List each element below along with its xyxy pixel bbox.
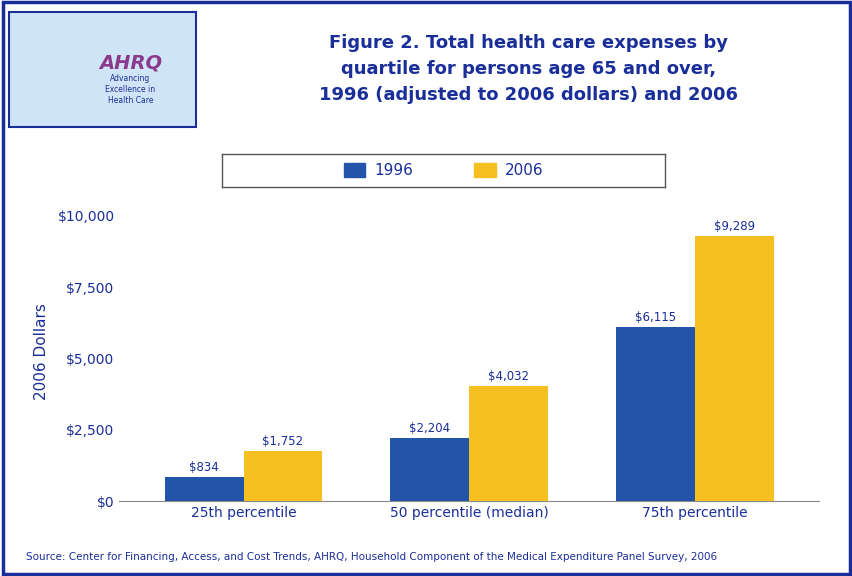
Y-axis label: 2006 Dollars: 2006 Dollars [34,303,49,400]
Text: $2,204: $2,204 [409,422,450,435]
Text: $4,032: $4,032 [487,370,528,383]
Legend: 1996, 2006: 1996, 2006 [337,157,549,184]
Bar [164,478,243,501]
Text: $9,289: $9,289 [713,220,754,233]
Bar [694,236,773,501]
Bar [243,451,322,501]
FancyBboxPatch shape [9,12,196,127]
Bar [615,327,694,501]
Text: Advancing
Excellence in
Health Care: Advancing Excellence in Health Care [106,74,155,105]
Text: Figure 2. Total health care expenses by
quartile for persons age 65 and over,
19: Figure 2. Total health care expenses by … [319,35,738,104]
Bar [469,386,548,501]
Text: Source: Center for Financing, Access, and Cost Trends, AHRQ, Household Component: Source: Center for Financing, Access, an… [26,552,716,562]
Text: $6,115: $6,115 [634,311,675,324]
Text: $1,752: $1,752 [262,435,303,448]
Text: $834: $834 [189,461,219,475]
Text: AHRQ: AHRQ [99,54,162,73]
Bar [389,438,469,501]
